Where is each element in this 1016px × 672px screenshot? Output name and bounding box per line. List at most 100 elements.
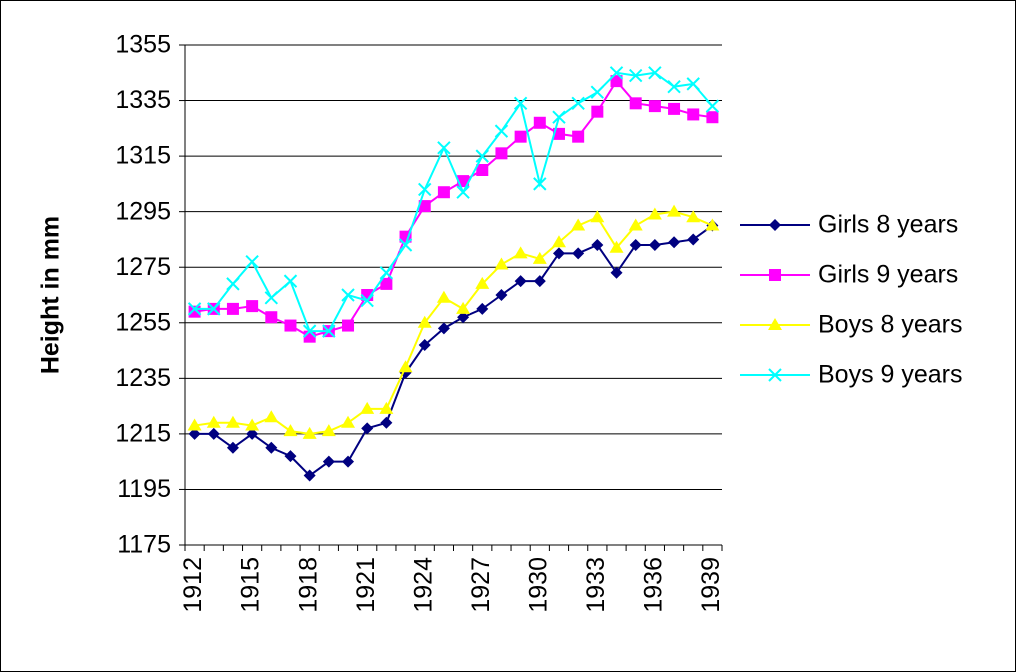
point <box>322 455 335 468</box>
point <box>380 416 393 429</box>
point <box>513 96 528 111</box>
point <box>303 469 316 482</box>
series <box>187 204 720 439</box>
point <box>322 324 336 338</box>
point <box>572 130 585 143</box>
series <box>188 219 719 482</box>
point <box>628 218 643 231</box>
point <box>398 360 413 373</box>
y-tick-label: 1315 <box>115 142 171 170</box>
point <box>571 218 586 231</box>
point <box>494 257 509 270</box>
point <box>302 426 317 439</box>
point <box>341 288 355 302</box>
y-tick-label: 1275 <box>115 253 171 281</box>
y-axis-label: Height in mm <box>37 216 65 374</box>
point <box>668 236 681 249</box>
point <box>591 239 604 251</box>
x-tick-label: 1930 <box>524 557 552 613</box>
point <box>475 276 490 289</box>
y-tick-label: 1295 <box>115 197 171 225</box>
point <box>302 324 317 338</box>
point <box>206 415 221 428</box>
point <box>686 77 700 91</box>
point <box>437 186 450 199</box>
point <box>188 305 201 318</box>
point <box>226 277 240 291</box>
x-tick-label: 1927 <box>467 557 495 613</box>
point <box>245 254 259 269</box>
series-line <box>194 210 713 435</box>
point <box>245 418 260 431</box>
point <box>456 301 471 314</box>
point <box>321 424 336 437</box>
legend-label: Boys 9 years <box>818 361 963 389</box>
point <box>687 233 700 246</box>
point <box>398 238 413 252</box>
y-tick-label: 1255 <box>115 308 171 336</box>
point <box>705 99 720 113</box>
point <box>629 239 642 251</box>
point <box>265 311 278 324</box>
point <box>495 289 508 301</box>
point <box>342 455 355 468</box>
point <box>246 300 259 313</box>
point <box>225 415 240 428</box>
point <box>264 410 279 423</box>
point <box>476 164 489 176</box>
point <box>533 116 546 129</box>
point <box>610 75 623 88</box>
point <box>648 100 661 113</box>
point <box>207 302 221 316</box>
point <box>686 210 701 223</box>
point <box>265 441 278 454</box>
y-tick-label: 1355 <box>115 31 171 59</box>
point <box>476 302 489 315</box>
x-tick-label: 1915 <box>237 557 265 613</box>
x-tick-label: 1918 <box>294 557 322 613</box>
point <box>533 275 546 288</box>
point <box>187 418 202 431</box>
point <box>246 427 259 440</box>
x-tick-label: 1936 <box>639 557 667 613</box>
point <box>571 96 585 111</box>
point <box>667 204 682 217</box>
x-tick-label: 1933 <box>582 557 610 613</box>
point <box>418 339 431 351</box>
series-line <box>194 71 714 333</box>
point <box>514 275 527 288</box>
point <box>341 415 356 428</box>
x-tick-label: 1924 <box>409 557 437 613</box>
point <box>668 102 681 115</box>
point <box>417 315 432 328</box>
point <box>513 246 528 259</box>
point <box>687 108 700 121</box>
point <box>456 185 470 199</box>
point <box>457 311 470 324</box>
x-tick-label: 1912 <box>179 557 207 613</box>
point <box>533 177 547 191</box>
point <box>648 239 661 251</box>
y-tick-label: 1235 <box>115 364 171 392</box>
point <box>379 401 394 414</box>
point <box>284 319 297 332</box>
point <box>264 291 279 305</box>
point <box>437 322 450 335</box>
point <box>647 207 662 220</box>
legend-label: Boys 8 years <box>818 311 963 339</box>
point <box>226 302 239 315</box>
point <box>768 318 782 330</box>
point <box>590 210 605 223</box>
point <box>769 219 781 231</box>
point <box>361 422 374 435</box>
point <box>207 427 220 440</box>
point <box>187 302 202 316</box>
point <box>283 424 298 437</box>
y-tick-label: 1175 <box>117 531 171 559</box>
point <box>628 68 643 83</box>
point <box>629 97 642 110</box>
legend-label: Girls 9 years <box>818 261 958 289</box>
y-tick-label: 1335 <box>115 86 171 114</box>
